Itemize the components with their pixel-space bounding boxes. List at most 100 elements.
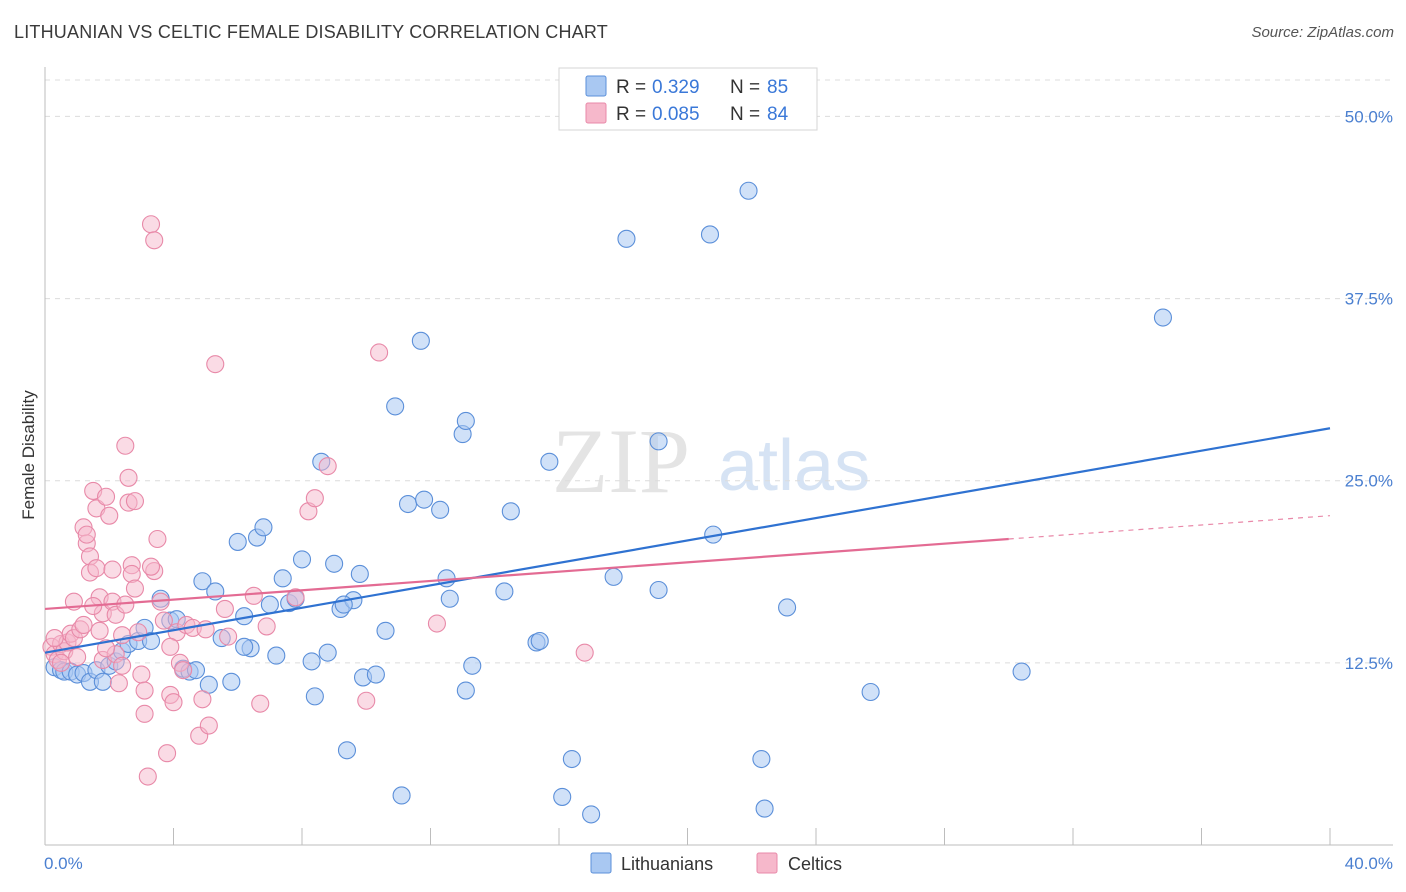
celtics-point-35 [125,579,144,598]
lithuanians-point-53 [411,331,430,350]
celtics-point-70 [45,629,64,648]
lithuanians-point-42 [325,554,344,573]
series-legend: Lithuanians Celtics [590,852,842,874]
watermark-zip: ZIP [552,410,690,512]
lithuanians-points [45,181,1172,824]
lithuanians-point-73 [700,225,720,244]
lithuanians-point-69 [582,805,601,824]
bottom-legend-lithuanians: Lithuanians [621,854,713,874]
y-tick-label-3: 50.0% [1345,107,1393,126]
celtics-point-42 [145,231,164,250]
source-label: Source: ZipAtlas.com [1251,24,1394,41]
legend-swatch-celtics [585,102,607,124]
celtics-point-81 [174,661,193,680]
lithuanians-point-33 [267,646,286,665]
celtics-trend-line [44,537,1009,611]
celtics-point-83 [257,617,276,636]
celtics-point-34 [125,492,144,511]
celtics-point-82 [219,627,238,646]
y-axis-label: Female Disability [19,390,38,520]
legend-r-value-2: 0.085 [652,104,700,125]
celtics-point-30 [119,468,138,487]
y-tick-label-0: 12.5% [1345,654,1393,673]
x-tick-label-max: 40.0% [1345,854,1393,873]
lithuanians-point-66 [540,452,559,471]
celtics-point-26 [109,674,128,693]
lithuanians-point-8 [93,672,112,691]
celtics-point-75 [90,621,109,640]
y-tick-label-1: 25.0% [1345,472,1393,491]
lithuanians-point-61 [463,656,482,675]
lithuanians-point-71 [649,580,668,600]
celtics-point-60 [244,586,263,605]
lithuanians-point-80 [1012,662,1031,681]
celtics-point-41 [141,215,161,234]
bottom-legend-celtics: Celtics [788,854,842,874]
legend-swatch-lithuanians [585,75,607,97]
x-tick-label-min: 0.0% [44,854,83,873]
lithuanians-point-52 [398,494,418,514]
celtics-point-59 [215,599,234,618]
lithuanians-point-46 [350,564,369,584]
celtics-point-61 [251,694,270,713]
axes [44,67,1393,846]
celtics-point-17 [87,559,106,578]
lithuanians-point-54 [415,490,434,509]
celtics-point-46 [154,611,173,630]
lithuanians-point-79 [861,682,880,702]
celtics-trend-extension [1008,515,1331,540]
celtics-point-8 [68,647,87,667]
lithuanians-point-38 [302,652,321,671]
celtics-point-10 [74,615,93,635]
celtics-point-49 [164,693,183,712]
celtics-point-79 [141,557,161,576]
legend-n-label-1: N = [730,77,760,98]
legend-n-value-1: 85 [767,77,788,98]
celtics-point-28 [113,656,132,675]
lithuanians-point-34 [273,569,292,588]
lithuanians-point-51 [392,786,411,805]
lithuanians-point-67 [553,787,572,806]
celtics-point-68 [427,614,446,633]
celtics-point-69 [575,643,594,662]
celtics-point-80 [161,637,180,656]
trend-lines [44,427,1331,654]
lithuanians-point-78 [778,598,797,617]
lithuanians-point-39 [305,687,324,706]
y-tick-labels: 12.5% 25.0% 37.5% 50.0% [1345,107,1393,672]
lithuanians-point-72 [649,432,668,451]
celtics-point-21 [96,487,116,506]
legend-r-label-1: R = [616,77,646,98]
celtics-point-40 [138,767,157,786]
lithuanians-point-59 [456,411,475,431]
bottom-legend-swatch-celtics [756,852,778,874]
lithuanians-point-41 [318,643,337,662]
gridlines [45,79,1393,664]
lithuanians-point-65 [530,631,549,651]
lithuanians-point-37 [292,550,312,569]
celtics-point-55 [193,690,212,709]
celtics-point-71 [52,653,71,672]
celtics-point-38 [135,681,154,700]
lithuanians-point-32 [260,595,279,614]
legend-r-value-1: 0.329 [652,77,700,98]
celtics-point-22 [100,506,119,525]
celtics-point-29 [116,436,135,455]
celtics-point-47 [158,744,177,763]
celtics-point-39 [135,704,154,723]
lithuanians-point-22 [193,572,212,591]
celtics-point-58 [206,355,225,374]
lithuanians-trend-line [44,427,1331,654]
lithuanians-point-62 [495,582,514,601]
celtics-points [42,215,594,786]
celtics-point-73 [77,525,96,544]
y-tick-label-2: 37.5% [1345,290,1393,309]
lithuanians-point-57 [440,589,459,608]
legend-r-label-2: R = [616,104,646,125]
lithuanians-point-82 [235,637,254,656]
lithuanians-point-76 [752,749,771,769]
celtics-point-66 [357,691,376,710]
lithuanians-point-44 [337,741,357,760]
celtics-point-67 [370,343,389,362]
